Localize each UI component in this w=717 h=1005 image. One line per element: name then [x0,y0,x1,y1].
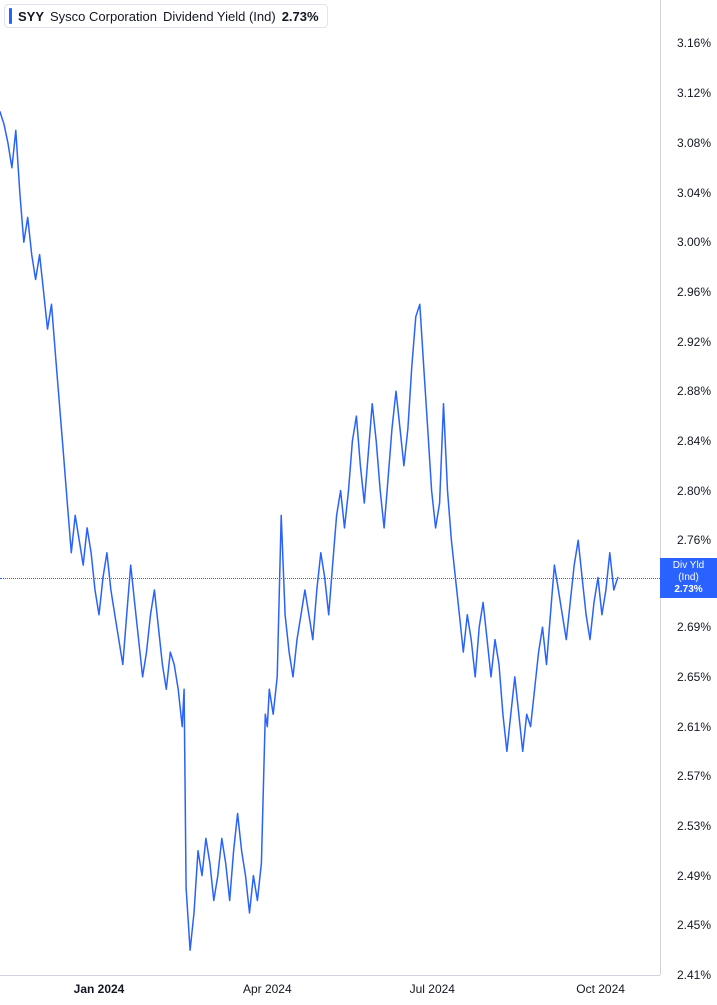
legend-value: 2.73% [282,9,319,24]
y-axis-tick: 2.92% [677,335,711,349]
y-axis-tick: 2.45% [677,918,711,932]
legend-color-bar [9,8,12,24]
chart-area[interactable]: 3.16% 3.12% 3.08% 3.04% 3.00% 2.96% 2.92% 2.88%… [0,0,717,1005]
y-axis-tick: 2.41% [677,968,711,982]
y-axis-tick: 2.76% [677,533,711,547]
last-value-line [0,578,660,579]
x-axis-tick: Apr 2024 [243,982,292,996]
price-tag: Div Yld (Ind) 2.73% [660,558,717,598]
y-axis-tick: 2.88% [677,384,711,398]
legend-symbol: SYY [18,9,44,24]
y-axis-tick: 3.00% [677,235,711,249]
y-axis-tick: 2.96% [677,285,711,299]
y-axis-tick: 3.08% [677,136,711,150]
y-axis-tick: 2.65% [677,670,711,684]
line-chart-plot [0,0,660,975]
price-tag-value: 2.73% [664,584,713,596]
price-tag-label: Div Yld (Ind) [664,560,713,584]
x-axis[interactable]: Jan 2024 Apr 2024 Jul 2024 Oct 2024 [0,975,660,1005]
legend-company-name: Sysco Corporation [50,9,157,24]
y-axis-tick: 2.80% [677,484,711,498]
y-axis-tick: 3.16% [677,36,711,50]
y-axis-tick: 3.04% [677,186,711,200]
x-axis-tick: Jul 2024 [410,982,455,996]
y-axis[interactable]: 3.16% 3.12% 3.08% 3.04% 3.00% 2.96% 2.92% 2.88%… [660,0,717,975]
y-axis-tick: 2.69% [677,620,711,634]
y-axis-tick: 2.57% [677,769,711,783]
y-axis-tick: 2.61% [677,720,711,734]
chart-legend[interactable]: SYY Sysco Corporation Dividend Yield (In… [4,4,328,28]
y-axis-tick: 3.12% [677,86,711,100]
x-axis-tick: Oct 2024 [576,982,625,996]
legend-metric: Dividend Yield (Ind) [163,9,276,24]
y-axis-tick: 2.84% [677,434,711,448]
y-axis-tick: 2.49% [677,869,711,883]
y-axis-tick: 2.53% [677,819,711,833]
x-axis-tick: Jan 2024 [74,982,125,996]
